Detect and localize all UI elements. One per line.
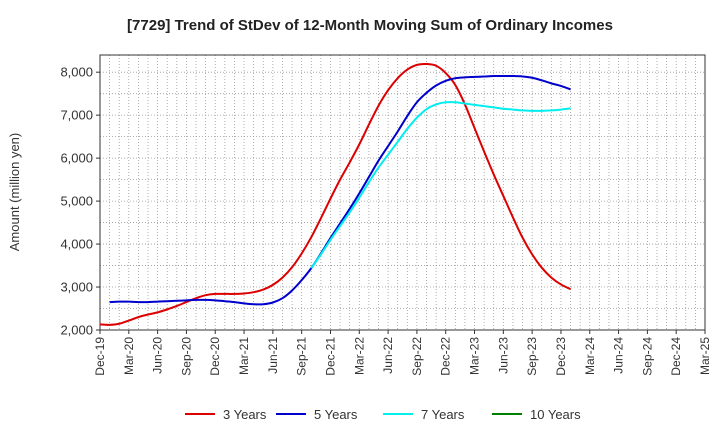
- legend-label-3-years: 3 Years: [223, 407, 267, 422]
- x-tick-label: Sep-22: [410, 337, 424, 376]
- x-tick-label: Dec-24: [669, 337, 683, 376]
- series-layer: [99, 62, 572, 326]
- y-axis-label: Amount (million yen): [7, 133, 22, 252]
- y-tick-label: 4,000: [60, 237, 93, 252]
- x-tick-label: Dec-21: [323, 337, 337, 376]
- grid: [100, 55, 705, 330]
- x-axis-ticks: Dec-19 Mar-20 Jun-20 Sep-20 Dec-20 Mar-21 Jun-…: [93, 330, 712, 376]
- series-line-5-years: [109, 75, 571, 306]
- x-tick-label: Dec-23: [554, 337, 568, 376]
- legend-label-5-years: 5 Years: [314, 407, 358, 422]
- y-tick-label: 8,000: [60, 65, 93, 80]
- x-tick-label: Dec-22: [439, 337, 453, 376]
- x-tick-label: Mar-25: [698, 337, 712, 375]
- legend-label-10-years: 10 Years: [530, 407, 581, 422]
- x-tick-label: Jun-21: [266, 337, 280, 374]
- series-line-7-years: [310, 101, 571, 269]
- x-tick-label: Mar-20: [122, 337, 136, 375]
- series-line-3-years: [99, 62, 572, 326]
- x-tick-label: Mar-24: [583, 337, 597, 375]
- legend-label-7-years: 7 Years: [421, 407, 465, 422]
- x-tick-label: Sep-21: [295, 337, 309, 376]
- x-tick-label: Mar-23: [468, 337, 482, 375]
- x-tick-label: Jun-24: [612, 337, 626, 374]
- chart-title: [7729] Trend of StDev of 12-Month Moving…: [127, 17, 613, 34]
- y-tick-label: 3,000: [60, 280, 93, 295]
- x-tick-label: Dec-20: [208, 337, 222, 376]
- x-tick-label: Jun-20: [151, 337, 165, 374]
- x-tick-label: Jun-22: [381, 337, 395, 374]
- y-tick-label: 2,000: [60, 323, 93, 338]
- legend: 3 Years 5 Years 7 Years 10 Years: [185, 407, 581, 422]
- plot-area-border: [99, 54, 706, 331]
- y-tick-label: 5,000: [60, 194, 93, 209]
- x-tick-label: Mar-21: [237, 337, 251, 375]
- y-tick-label: 6,000: [60, 151, 93, 166]
- y-axis-ticks: 2,000 3,000 4,000 5,000 6,000 7,000 8,000: [60, 65, 100, 338]
- x-tick-label: Sep-20: [179, 337, 193, 376]
- x-tick-label: Dec-19: [93, 337, 107, 376]
- x-tick-label: Sep-23: [525, 337, 539, 376]
- x-tick-label: Sep-24: [640, 337, 654, 376]
- y-tick-label: 7,000: [60, 108, 93, 123]
- x-tick-label: Mar-22: [352, 337, 366, 375]
- x-tick-label: Jun-23: [496, 337, 510, 374]
